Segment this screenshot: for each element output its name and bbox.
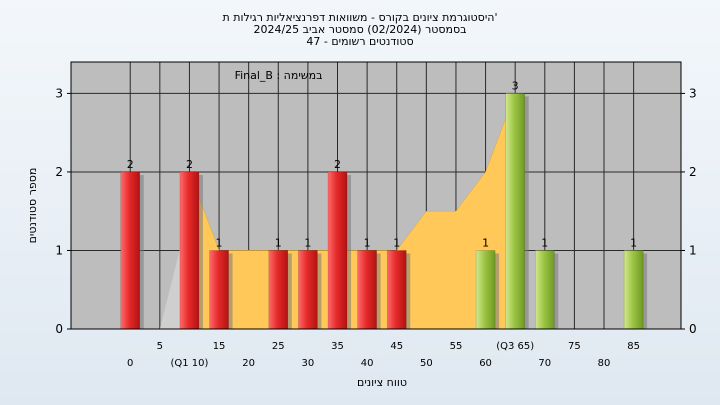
plot-frame [70,61,682,330]
x-tick-label: 60 [479,358,492,369]
x-axis-label: טווח ציונים [357,376,407,389]
bar-value-label: 1 [216,236,223,249]
histogram-bar [209,250,229,330]
x-tick-label: 55 [450,341,463,352]
x-tick-label: 5 [157,341,163,352]
x-tick-label: (Q3 65) [496,341,534,352]
y-tick-label-right: 1 [689,243,697,257]
x-tick-label: 0 [127,358,133,369]
histogram-bar [298,250,318,330]
bar-value-label: 1 [630,236,637,249]
histogram-bar [623,250,644,330]
x-tick-label: 25 [272,341,285,352]
x-tick-label: 70 [538,358,551,369]
bar-value-label: 2 [334,158,341,171]
x-tick-label: 15 [213,341,226,352]
bar-value-label: 2 [127,158,134,171]
histogram-bar [535,250,555,330]
x-tick-label: (Q1 10) [170,358,208,369]
bar-value-label: 1 [304,236,311,249]
chart-subtitle-enrolled: סטודנטים רשומים - 47 [306,35,414,48]
y-axis-label: מספר סטודנטים [26,168,39,244]
bar-value-label: 1 [393,236,400,249]
bar-value-label: 1 [482,236,489,249]
bar-value-label: 1 [275,236,282,249]
y-tick-label-right: 0 [689,322,697,336]
histogram-bar [120,171,140,330]
histogram-bar [475,250,496,330]
x-tick-label: 45 [390,341,403,352]
bar-value-label: 1 [364,236,371,249]
y-tick-label-left: 2 [55,165,63,179]
y-tick-label-left: 3 [55,86,63,100]
x-tick-label: 20 [242,358,255,369]
x-tick-label: 35 [331,341,344,352]
histogram-bar [386,250,407,330]
x-tick-label: 80 [598,358,611,369]
histogram-bar [357,250,377,330]
histogram-bar [179,171,200,330]
histogram-bar [505,93,525,330]
x-tick-label: 75 [568,341,581,352]
bar-value-label: 2 [186,158,193,171]
histogram-bar [268,250,289,330]
bar-value-label: 3 [512,79,519,92]
y-tick-label-right: 3 [689,86,697,100]
x-tick-label: 85 [627,341,640,352]
y-tick-label-right: 2 [689,165,697,179]
histogram-bar [327,171,348,330]
chart-title: 'היסטוגרמת ציונים בקורס - משוואות דפרנצי… [222,11,498,24]
y-tick-label-left: 1 [55,243,63,257]
chart-annotation: במשימה : Final_B [235,69,323,82]
chart-subtitle-semester: בסמסטר (02/2024) סמסטר אביב 2024/25 [253,23,467,36]
x-tick-label: 30 [302,358,315,369]
x-tick-label: 40 [361,358,374,369]
bar-value-label: 1 [541,236,548,249]
y-tick-label-left: 0 [55,322,63,336]
x-tick-label: 50 [420,358,433,369]
